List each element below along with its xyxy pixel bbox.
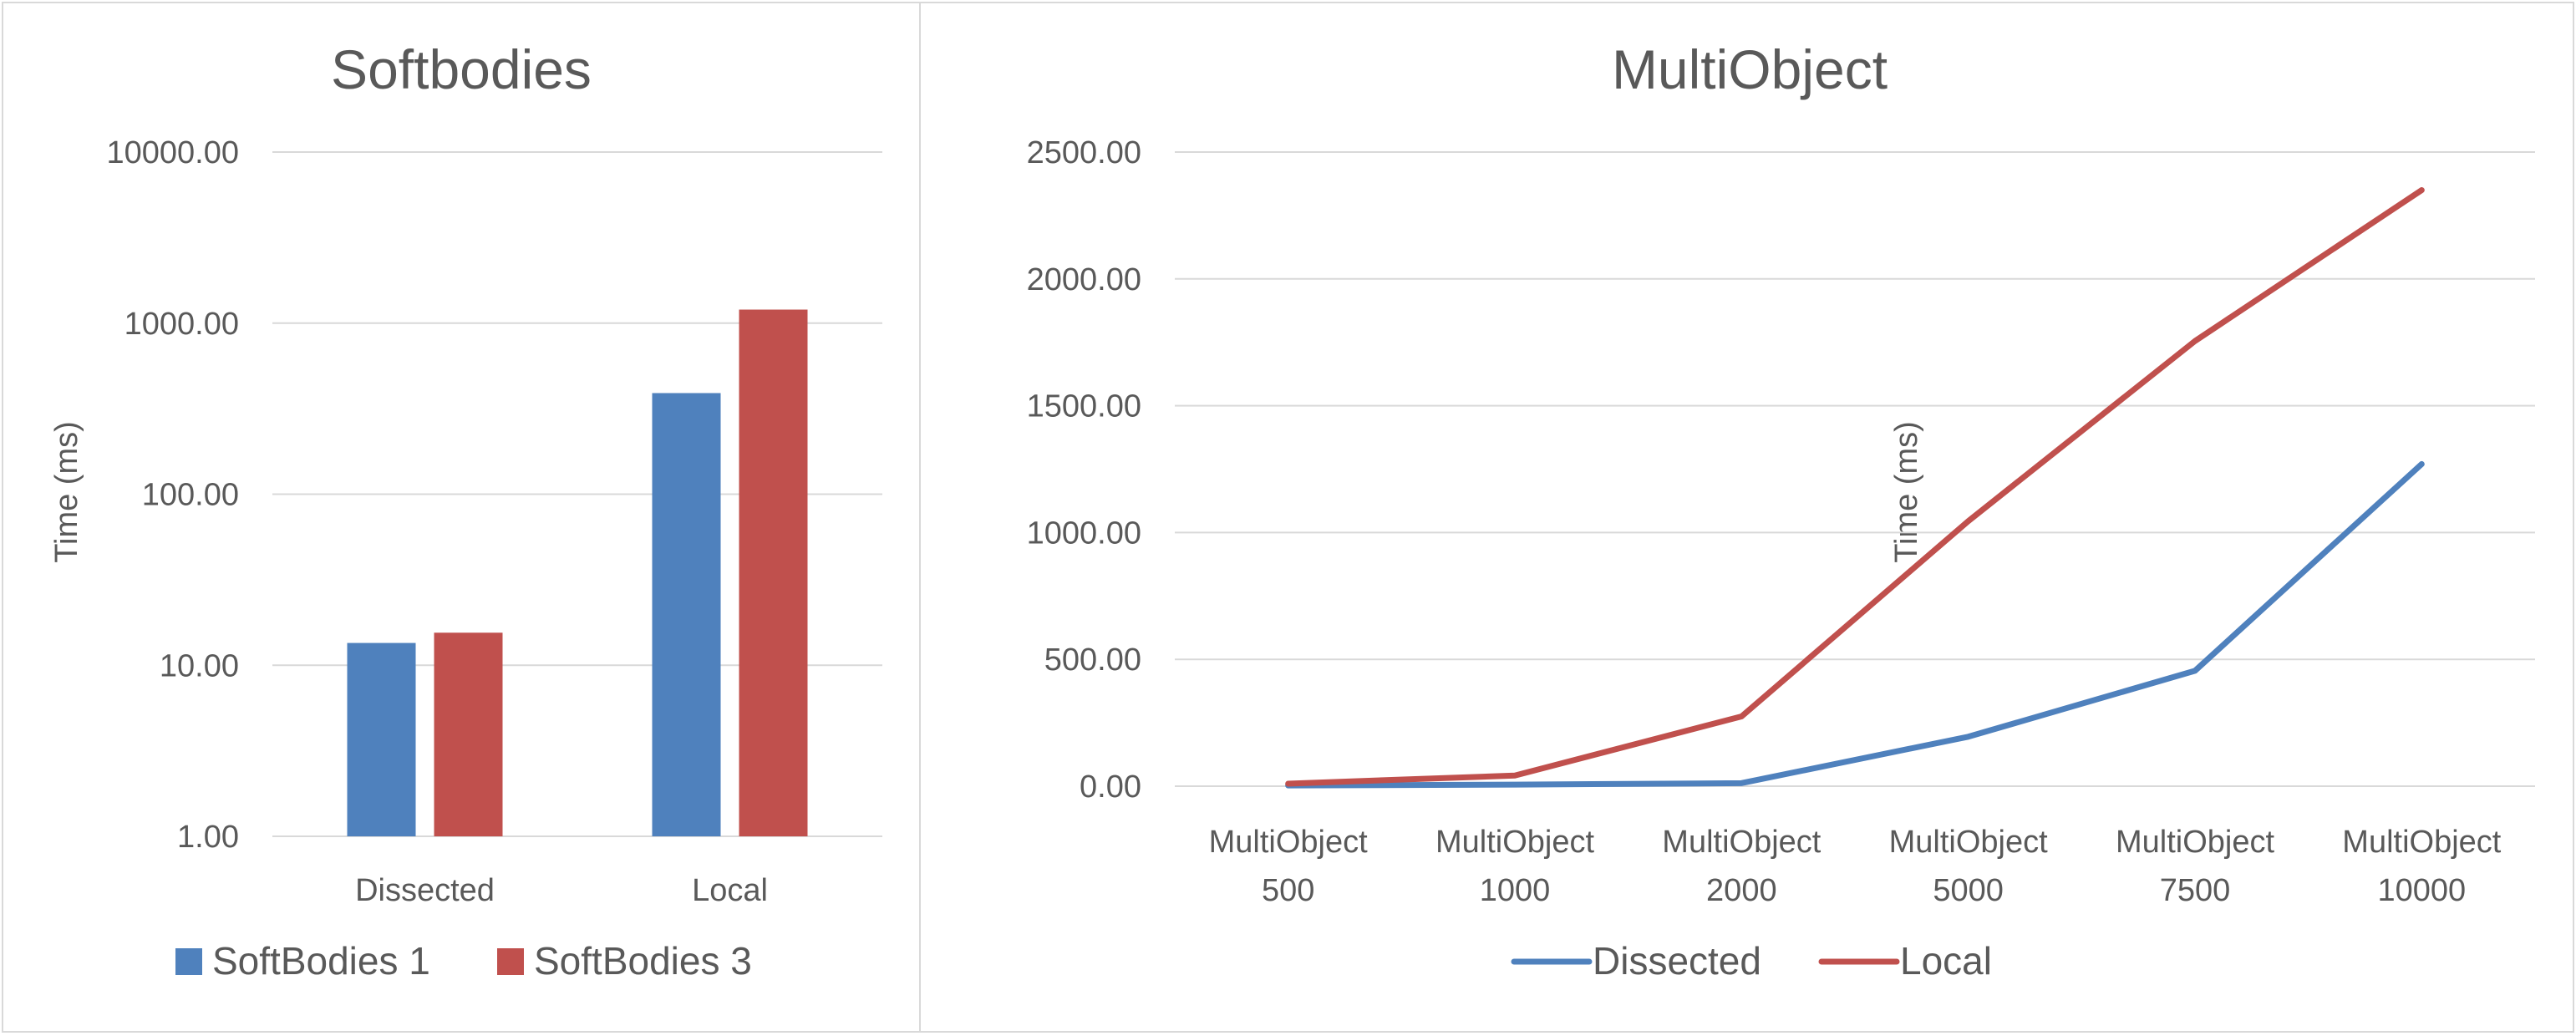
legend-swatch bbox=[497, 948, 524, 975]
series-line bbox=[1285, 187, 2425, 787]
x-tick-label: MultiObject bbox=[2342, 825, 2501, 860]
bar bbox=[347, 642, 416, 836]
chart-title: Softbodies bbox=[331, 38, 592, 100]
bar bbox=[739, 309, 808, 837]
x-tick-label: MultiObject bbox=[1889, 825, 2048, 860]
x-tick-label: 500 bbox=[1262, 873, 1314, 908]
y-tick-label: 100.00 bbox=[142, 478, 239, 513]
legend-label: SoftBodies 3 bbox=[534, 939, 752, 983]
x-tick-label: 1000 bbox=[1480, 873, 1551, 908]
softbodies-chart-panel: Softbodies Time (ms) 10000.00 1000.00 100.… bbox=[2, 2, 921, 1033]
x-tick-label: 2000 bbox=[1706, 873, 1777, 908]
x-tick-label: Dissected bbox=[355, 873, 495, 908]
y-tick-label: 1.00 bbox=[177, 820, 239, 855]
legend-label: SoftBodies 1 bbox=[212, 939, 430, 983]
x-tick-label: MultiObject bbox=[1209, 825, 1368, 860]
x-tick-label: MultiObject bbox=[1435, 825, 1594, 860]
y-tick-label: 10000.00 bbox=[107, 135, 240, 170]
y-tick-label: 2000.00 bbox=[1027, 262, 1141, 297]
y-tick-label: 1500.00 bbox=[1027, 389, 1141, 424]
x-tick-label: 7500 bbox=[2160, 873, 2231, 908]
x-tick-label: Local bbox=[692, 873, 768, 908]
y-tick-label: 1000.00 bbox=[1027, 515, 1141, 551]
y-tick-label: 2500.00 bbox=[1027, 135, 1141, 170]
x-tick-label: MultiObject bbox=[2116, 825, 2274, 860]
series-line bbox=[1285, 460, 2425, 789]
softbodies-chart: Softbodies Time (ms) 10000.00 1000.00 100.… bbox=[49, 38, 882, 983]
y-tick-label: 500.00 bbox=[1044, 642, 1141, 678]
x-tick-label: 5000 bbox=[1933, 873, 2004, 908]
legend-label: Local bbox=[1900, 939, 1992, 983]
y-tick-label: 0.00 bbox=[1080, 769, 1141, 805]
chart-title: MultiObject bbox=[1612, 38, 1888, 100]
y-tick-label: 10.00 bbox=[160, 648, 239, 683]
x-tick-label: MultiObject bbox=[1662, 825, 1821, 860]
multiobject-chart-panel: MultiObject Time (ms) 2500.00 2000.00 1500… bbox=[919, 2, 2574, 1033]
bar bbox=[434, 632, 503, 836]
bar bbox=[652, 393, 721, 837]
legend-label: Dissected bbox=[1593, 939, 1761, 983]
y-axis-label: Time (ms) bbox=[49, 421, 84, 563]
x-tick-label: 10000 bbox=[2377, 873, 2466, 908]
legend-swatch bbox=[175, 948, 202, 975]
multiobject-chart: MultiObject Time (ms) 2500.00 2000.00 1500… bbox=[1027, 38, 2535, 983]
y-axis-label: Time (ms) bbox=[1889, 421, 1924, 563]
y-tick-label: 1000.00 bbox=[124, 307, 239, 342]
